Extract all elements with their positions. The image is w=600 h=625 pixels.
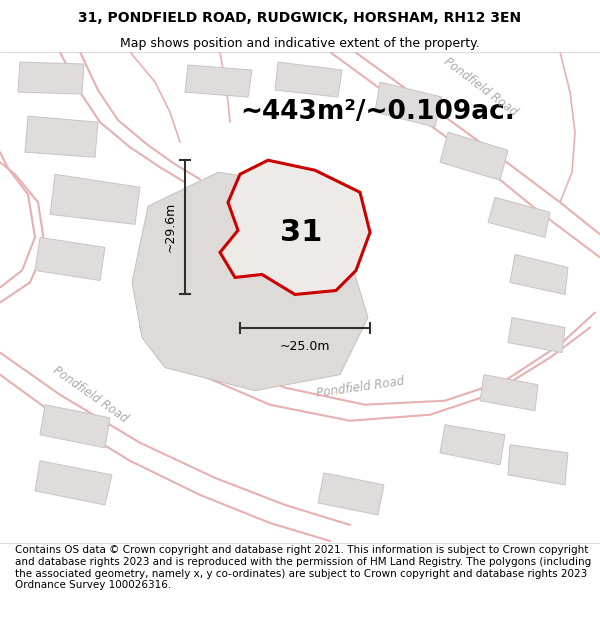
- Polygon shape: [318, 473, 384, 515]
- Polygon shape: [488, 198, 550, 238]
- Polygon shape: [40, 405, 110, 448]
- Polygon shape: [375, 82, 442, 127]
- Polygon shape: [508, 445, 568, 485]
- Text: Contains OS data © Crown copyright and database right 2021. This information is : Contains OS data © Crown copyright and d…: [15, 546, 591, 590]
- Polygon shape: [185, 65, 252, 97]
- Polygon shape: [35, 238, 105, 281]
- Text: ~29.6m: ~29.6m: [164, 202, 177, 252]
- Polygon shape: [132, 173, 368, 391]
- Text: ~25.0m: ~25.0m: [280, 339, 330, 352]
- Polygon shape: [440, 425, 505, 465]
- Polygon shape: [25, 116, 98, 158]
- Text: Pondfield Road: Pondfield Road: [315, 375, 405, 400]
- Polygon shape: [440, 132, 508, 180]
- Text: 31: 31: [280, 218, 323, 247]
- Text: ~443m²/~0.109ac.: ~443m²/~0.109ac.: [240, 99, 515, 125]
- Polygon shape: [275, 62, 342, 97]
- Text: 31, PONDFIELD ROAD, RUDGWICK, HORSHAM, RH12 3EN: 31, PONDFIELD ROAD, RUDGWICK, HORSHAM, R…: [79, 11, 521, 26]
- Polygon shape: [50, 174, 140, 224]
- Polygon shape: [35, 461, 112, 505]
- Text: Map shows position and indicative extent of the property.: Map shows position and indicative extent…: [120, 38, 480, 51]
- Text: Pondfield Road: Pondfield Road: [440, 55, 520, 119]
- Polygon shape: [18, 62, 84, 94]
- Polygon shape: [510, 254, 568, 294]
- Polygon shape: [220, 160, 370, 294]
- Polygon shape: [508, 318, 565, 352]
- Text: Pondfield Road: Pondfield Road: [50, 364, 130, 426]
- Polygon shape: [480, 374, 538, 411]
